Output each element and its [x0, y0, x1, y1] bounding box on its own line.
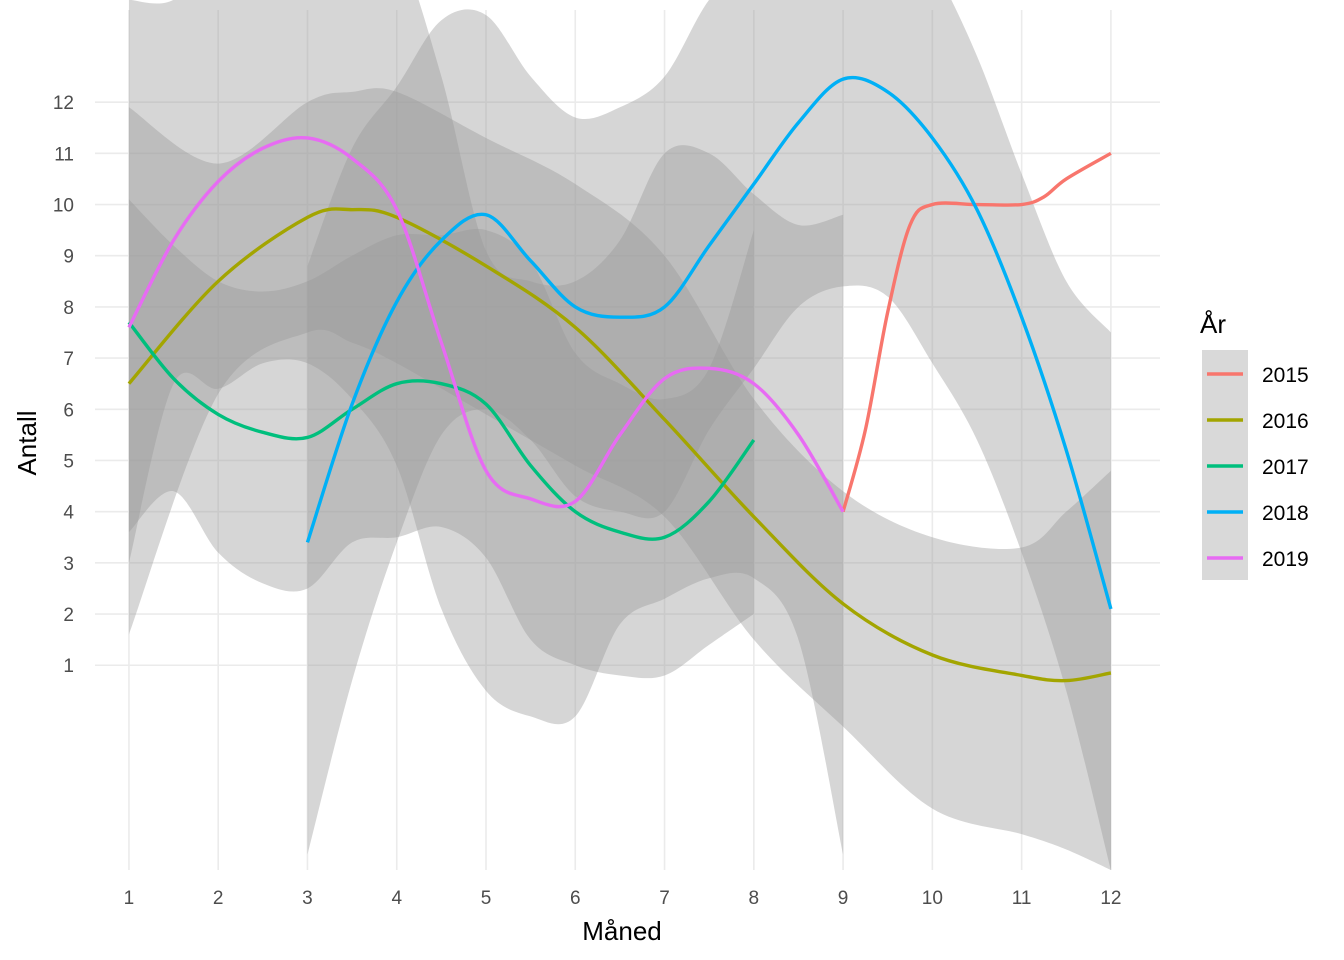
x-tick-label: 8 — [749, 888, 760, 909]
x-tick-label: 1 — [124, 888, 135, 909]
y-tick-label: 12 — [53, 93, 74, 114]
series-line-2015 — [841, 151, 1112, 513]
gridlines — [95, 10, 1160, 870]
x-tick-label: 5 — [481, 888, 492, 909]
x-axis-title: Måned — [582, 916, 662, 946]
y-tick-label: 7 — [63, 349, 74, 370]
x-tick-label: 12 — [1100, 888, 1121, 909]
y-tick-label: 9 — [63, 247, 74, 268]
x-tick-label: 2 — [213, 888, 224, 909]
legend-label-2018: 2018 — [1262, 502, 1309, 525]
y-tick-label: 3 — [63, 554, 74, 575]
x-tick-labels: 1 2 3 4 5 6 7 8 9 10 11 12 — [124, 888, 1122, 909]
y-tick-label: 11 — [54, 144, 74, 165]
legend-title: År — [1200, 309, 1226, 339]
legend-label-2015: 2015 — [1262, 364, 1309, 387]
series-line-2016 — [127, 207, 1112, 683]
x-tick-label: 10 — [922, 888, 943, 909]
legend-label-2019: 2019 — [1262, 548, 1309, 571]
legend-label-2016: 2016 — [1262, 410, 1309, 433]
band-2016 — [128, 88, 1111, 870]
series-line-2018 — [305, 75, 1113, 610]
y-tick-label: 5 — [63, 451, 74, 472]
confidence-bands — [128, 0, 1111, 870]
y-tick-label: 6 — [63, 400, 74, 421]
x-tick-label: 6 — [570, 888, 581, 909]
y-tick-label: 4 — [63, 503, 74, 524]
legend-label-2017: 2017 — [1262, 456, 1309, 479]
y-tick-label: 10 — [53, 196, 74, 217]
y-tick-label: 1 — [63, 656, 74, 677]
legend: År 2015 2016 2017 2018 2019 — [1200, 309, 1309, 580]
x-tick-label: 3 — [302, 888, 313, 909]
series-line-2017 — [127, 321, 756, 541]
y-tick-label: 2 — [63, 605, 74, 626]
series-lines — [127, 75, 1113, 683]
x-tick-label: 7 — [659, 888, 670, 909]
band-2019 — [128, 0, 844, 855]
band-2017 — [128, 199, 754, 679]
band-2018 — [307, 0, 1111, 870]
y-axis-title: Antall — [12, 410, 42, 475]
series-line-2019 — [127, 135, 845, 513]
x-tick-label: 11 — [1012, 888, 1032, 909]
y-tick-label: 8 — [63, 298, 74, 319]
x-tick-label: 4 — [391, 888, 402, 909]
x-tick-label: 9 — [838, 888, 849, 909]
